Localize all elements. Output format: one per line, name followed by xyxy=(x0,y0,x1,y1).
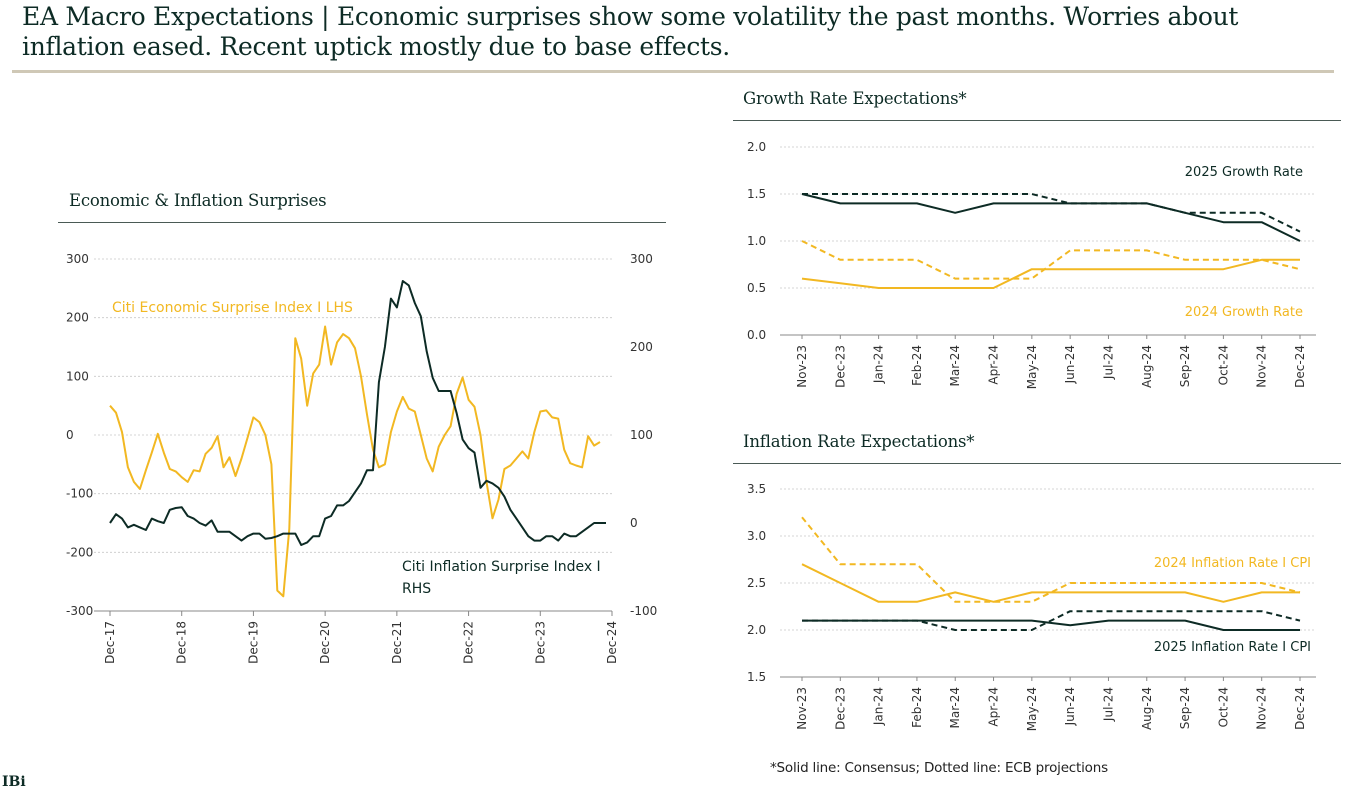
surprises-right-tick: -100 xyxy=(630,604,657,618)
surprises-left-tick: -200 xyxy=(66,545,93,559)
surprises-x-tick-label: Dec-23 xyxy=(533,621,547,664)
footnote: *Solid line: Consensus; Dotted line: ECB… xyxy=(770,760,1108,776)
growth-x-tick-label: Oct-24 xyxy=(1216,345,1230,385)
growth-x-tick-label: Mar-24 xyxy=(948,345,962,386)
surprises-left-tick: 200 xyxy=(66,311,89,325)
growth-x-tick-label: Feb-24 xyxy=(910,345,924,386)
growth-x-tick-label: Nov-23 xyxy=(795,345,809,388)
growth-x-tick-label: Nov-24 xyxy=(1255,345,1269,388)
inflation-x-tick-label: Feb-24 xyxy=(910,687,924,728)
inflation-x-tick-label: Jan-24 xyxy=(872,687,886,726)
inflation-x-tick-label: Oct-24 xyxy=(1216,687,1230,727)
surprises-left-tick: -300 xyxy=(66,604,93,618)
inflation-x-tick-label: Jul-24 xyxy=(1101,687,1115,722)
surprises-x-tick-label: Dec-20 xyxy=(318,621,332,664)
inflation-x-tick-label: Sep-24 xyxy=(1178,687,1192,729)
inflation-chart-title: Inflation Rate Expectations* xyxy=(743,432,975,451)
inflation-x-tick-label: Nov-24 xyxy=(1255,687,1269,730)
economic-surprise-line xyxy=(109,325,601,598)
inflation-y-tick: 2.5 xyxy=(747,576,766,590)
inflation-gold-solid-line xyxy=(801,563,1300,603)
inflation-gold-label: 2024 Inflation Rate I CPI xyxy=(1154,556,1311,571)
inflation-x-tick-label: Jun-24 xyxy=(1063,687,1077,726)
growth-x-tick-label: Dec-24 xyxy=(1293,345,1307,388)
growth-x-tick-label: Jan-24 xyxy=(872,345,886,384)
inflation-y-tick: 1.5 xyxy=(747,670,766,684)
growth-dark-dotted-line xyxy=(802,193,1301,233)
inflation-x-tick-label: Dec-23 xyxy=(833,687,847,730)
inflation-dark-label: 2025 Inflation Rate I CPI xyxy=(1154,640,1311,655)
economic-surprise-label: Citi Economic Surprise Index I LHS xyxy=(112,300,353,316)
growth-chart-rule xyxy=(733,120,1341,121)
inflation-x-tick-label: May-24 xyxy=(1025,687,1039,731)
surprises-right-tick: 200 xyxy=(630,340,653,354)
growth-chart-title: Growth Rate Expectations* xyxy=(743,89,967,108)
growth-y-tick: 0.5 xyxy=(747,281,766,295)
surprises-x-tick-label: Dec-22 xyxy=(462,621,476,664)
surprises-x-tick-label: Dec-17 xyxy=(103,621,117,664)
growth-dark-solid-line xyxy=(801,193,1301,242)
inflation-y-tick: 2.0 xyxy=(747,623,766,637)
growth-y-tick: 0.0 xyxy=(747,328,766,342)
surprises-x-tick-label: Dec-24 xyxy=(605,621,619,664)
growth-x-tick-label: Dec-23 xyxy=(833,345,847,388)
surprises-x-tick-label: Dec-21 xyxy=(390,621,404,664)
page-title: EA Macro Expectations | Economic surpris… xyxy=(22,2,1239,61)
logo: IBi xyxy=(2,774,26,790)
growth-gold-solid-line xyxy=(801,258,1300,289)
surprises-left-tick: 300 xyxy=(66,252,89,266)
growth-y-tick: 1.5 xyxy=(747,187,766,201)
growth-x-tick-label: Jun-24 xyxy=(1063,345,1077,384)
growth-gold-label: 2024 Growth Rate xyxy=(1185,305,1303,320)
surprises-chart-rule xyxy=(58,222,666,223)
growth-x-tick-label: Apr-24 xyxy=(987,345,1001,385)
surprises-left-tick: 0 xyxy=(66,428,74,442)
surprises-left-tick: 100 xyxy=(66,369,89,383)
growth-x-tick-label: Sep-24 xyxy=(1178,345,1192,387)
inflation-x-tick-label: Apr-24 xyxy=(987,687,1001,727)
surprises-chart-title: Economic & Inflation Surprises xyxy=(69,191,327,210)
title-divider xyxy=(12,70,1334,73)
surprises-x-tick-label: Dec-18 xyxy=(175,621,189,664)
inflation-x-tick-label: Nov-23 xyxy=(795,687,809,730)
growth-x-tick-label: Jul-24 xyxy=(1101,345,1115,380)
surprises-x-tick-label: Dec-19 xyxy=(246,621,260,664)
growth-x-tick-label: Aug-24 xyxy=(1140,345,1154,388)
surprises-right-tick: 300 xyxy=(630,252,653,266)
inflation-x-tick-label: Aug-24 xyxy=(1140,687,1154,730)
growth-y-tick: 2.0 xyxy=(747,140,766,154)
surprises-right-tick: 100 xyxy=(630,428,653,442)
inflation-gold-dotted-line xyxy=(801,516,1301,603)
growth-y-tick: 1.0 xyxy=(747,234,766,248)
inflation-surprise-line xyxy=(109,280,606,546)
inflation-surprise-label-line1: Citi Inflation Surprise Index I xyxy=(402,559,601,575)
inflation-x-tick-label: Dec-24 xyxy=(1293,687,1307,730)
inflation-y-tick: 3.5 xyxy=(747,482,766,496)
growth-dark-label: 2025 Growth Rate xyxy=(1185,165,1303,180)
inflation-chart-rule xyxy=(733,463,1341,464)
inflation-dark-dotted-line xyxy=(802,610,1301,631)
inflation-surprise-label-line2: RHS xyxy=(402,581,431,597)
surprises-left-tick: -100 xyxy=(66,487,93,501)
growth-gold-dotted-line xyxy=(801,240,1301,280)
inflation-dark-solid-line xyxy=(802,619,1300,631)
surprises-right-tick: 0 xyxy=(630,516,638,530)
inflation-x-tick-label: Mar-24 xyxy=(948,687,962,728)
growth-x-tick-label: May-24 xyxy=(1025,345,1039,389)
inflation-y-tick: 3.0 xyxy=(747,529,766,543)
